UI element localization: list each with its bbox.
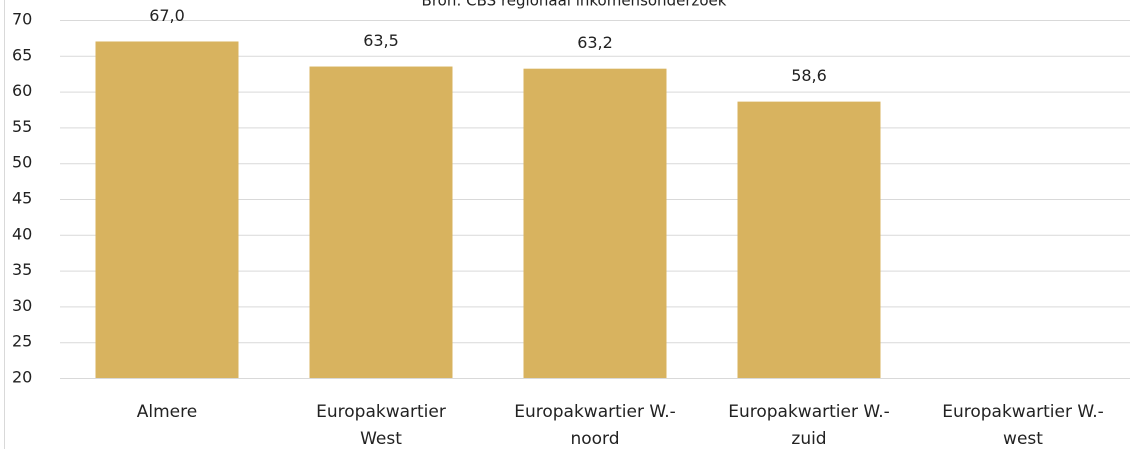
bar — [737, 101, 881, 379]
y-tick-label: 35 — [12, 260, 32, 279]
y-tick-label: 45 — [12, 189, 32, 208]
y-tick-label: 50 — [12, 153, 32, 172]
x-tick-label: Almere — [137, 402, 197, 422]
y-tick-label: 60 — [12, 81, 32, 100]
y-tick-label: 55 — [12, 117, 32, 136]
bar — [309, 66, 453, 378]
y-tick-label: 40 — [12, 224, 32, 243]
x-tick-label: Europakwartier W.- — [514, 402, 676, 422]
bar — [95, 41, 239, 378]
x-tick-label: noord — [570, 429, 619, 449]
data-label: 58,6 — [791, 66, 827, 85]
data-label: 63,5 — [363, 31, 399, 50]
y-tick-label: 70 — [12, 10, 32, 29]
x-tick-label: West — [360, 429, 402, 449]
y-tick-label: 30 — [12, 296, 32, 315]
y-tick-label: 20 — [12, 368, 32, 387]
x-tick-label: zuid — [791, 429, 826, 449]
x-tick-label: Europakwartier W.- — [728, 402, 890, 422]
x-tick-label: west — [1003, 429, 1043, 449]
x-tick-label: Europakwartier W.- — [942, 402, 1104, 422]
chart-subtitle: Bron: CBS regionaal inkomensonderzoek — [422, 0, 727, 10]
y-tick-label: 25 — [12, 332, 32, 351]
y-tick-label: 65 — [12, 45, 32, 64]
bar — [523, 68, 667, 379]
data-label: 67,0 — [149, 6, 185, 25]
data-label: 63,2 — [577, 33, 613, 52]
x-tick-label: Europakwartier — [316, 402, 446, 422]
